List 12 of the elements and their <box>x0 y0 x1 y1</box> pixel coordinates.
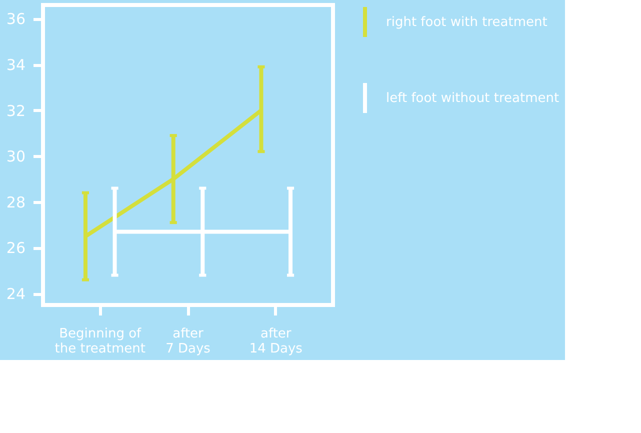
legend-label: right foot with treatment <box>386 15 548 30</box>
y-tick-label: 30 <box>6 148 26 166</box>
x-tick-label: Beginning of the treatment <box>54 326 146 356</box>
x-tick-label: after 7 Days <box>166 326 211 356</box>
y-tick-label: 34 <box>6 56 26 74</box>
y-tick-label: 24 <box>6 285 26 304</box>
y-tick-label: 28 <box>6 193 26 212</box>
x-tick-label: after 14 Days <box>249 326 303 356</box>
y-tick-label: 26 <box>6 239 26 258</box>
y-tick-label: 32 <box>6 102 26 120</box>
legend-label: left foot without treatment <box>386 91 560 106</box>
y-tick-label: 36 <box>6 10 26 28</box>
